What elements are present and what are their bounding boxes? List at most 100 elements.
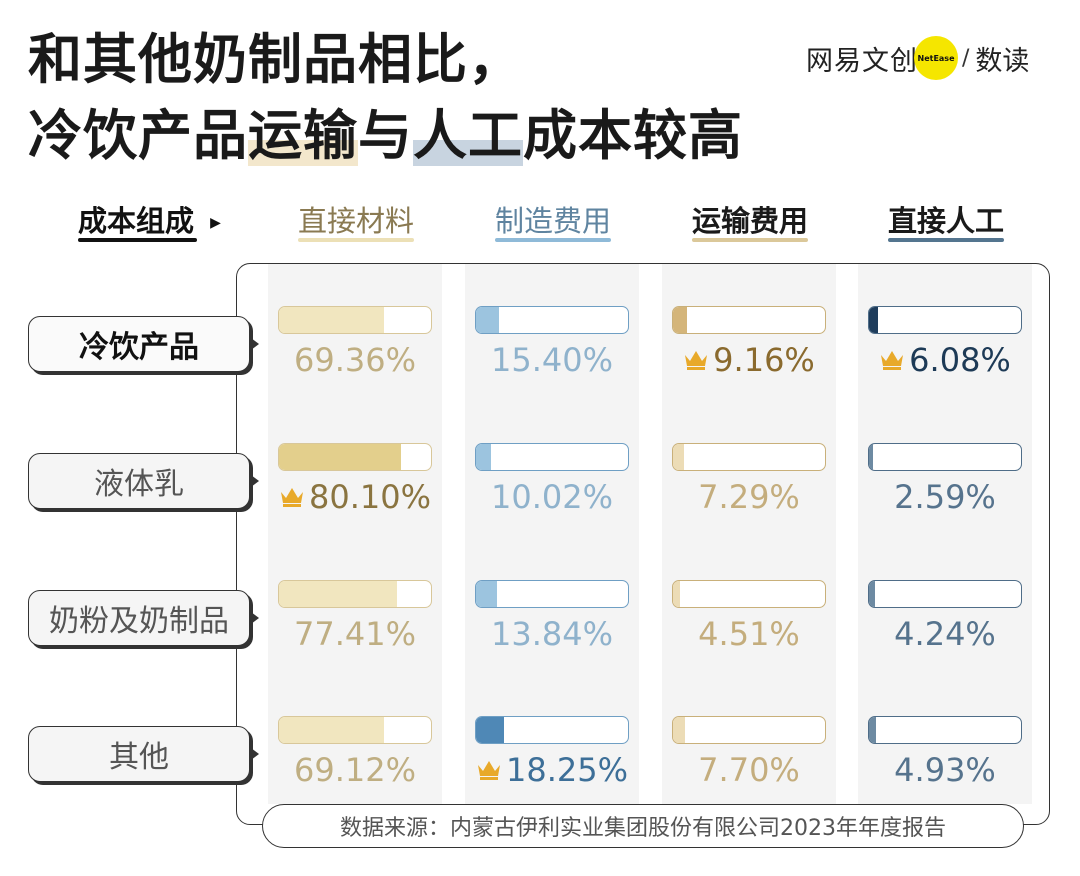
value-text: 2.59%: [894, 478, 996, 516]
value-text: 15.40%: [490, 341, 613, 379]
bar-track: [278, 716, 432, 744]
bar-track: [672, 716, 826, 744]
brand-slash: /: [962, 45, 970, 71]
title-part-1: 运输: [248, 104, 358, 167]
column-header-label: 制造费用: [495, 204, 612, 238]
column-header-label: 直接人工: [888, 204, 1005, 238]
value-label: 10.02%: [465, 477, 639, 517]
column-header-3: 直接人工: [888, 198, 1005, 242]
bar-track: [868, 580, 1022, 608]
bar-track: [868, 306, 1022, 334]
value-label: 13.84%: [465, 614, 639, 654]
value-text: 4.93%: [894, 751, 996, 789]
bar-fill: [673, 581, 680, 607]
value-text: 80.10%: [308, 478, 431, 516]
bar-track: [672, 443, 826, 471]
title-part-4: 成本较高: [523, 104, 743, 167]
corner-label: 成本组成 ▶: [78, 198, 221, 242]
value-label: 18.25%: [465, 750, 639, 790]
column-stripe: [858, 264, 1032, 804]
value-label: 4.51%: [662, 614, 836, 654]
row-pointer-icon: [251, 475, 259, 487]
brand-name: 网易文创: [806, 45, 918, 77]
value-text: 13.84%: [490, 615, 613, 653]
value-label: 69.36%: [268, 340, 442, 380]
bar-fill: [279, 581, 397, 607]
value-label: 2.59%: [858, 477, 1032, 517]
crown-icon: [280, 488, 303, 507]
bar-track: [278, 443, 432, 471]
bar-track: [672, 306, 826, 334]
column-header-1: 制造费用: [495, 198, 612, 242]
value-label: 7.70%: [662, 750, 836, 790]
source-note: 数据来源：内蒙古伊利实业集团股份有限公司2023年年度报告: [262, 804, 1024, 848]
bar-fill: [673, 444, 685, 470]
title-line-2: 冷饮产品运输与人工成本较高: [28, 104, 743, 168]
column-header-0: 直接材料: [298, 198, 415, 242]
brand-badge: NetEase: [914, 36, 958, 80]
value-text: 69.36%: [293, 341, 416, 379]
value-label: 4.24%: [858, 614, 1032, 654]
crown-icon: [685, 351, 708, 370]
column-stripe: [465, 264, 639, 804]
value-text: 4.51%: [698, 615, 800, 653]
bar-fill: [869, 444, 873, 470]
bar-track: [278, 580, 432, 608]
value-text: 69.12%: [293, 751, 416, 789]
row-label: 奶粉及奶制品: [28, 590, 259, 646]
bar-fill: [869, 307, 879, 333]
bar-track: [868, 716, 1022, 744]
value-text: 6.08%: [909, 341, 1011, 379]
crown-icon: [881, 351, 904, 370]
title-part-0: 冷饮产品: [28, 104, 248, 167]
row-pointer-icon: [251, 612, 259, 624]
bar-fill: [673, 717, 685, 743]
title-line-1: 和其他奶制品相比，: [28, 28, 523, 91]
value-label: 6.08%: [858, 340, 1032, 380]
bar-track: [475, 716, 629, 744]
column-header-underline: [888, 238, 1005, 242]
value-text: 7.70%: [698, 751, 800, 789]
value-label: 15.40%: [465, 340, 639, 380]
bar-track: [278, 306, 432, 334]
column-header-2: 运输费用: [692, 198, 809, 242]
bar-track: [475, 306, 629, 334]
bar-fill: [476, 307, 500, 333]
value-label: 77.41%: [268, 614, 442, 654]
column-header-label: 运输费用: [692, 204, 809, 238]
value-label: 9.16%: [662, 340, 836, 380]
column-header-underline: [495, 238, 612, 242]
value-text: 18.25%: [505, 751, 628, 789]
bar-fill: [476, 581, 498, 607]
bar-track: [672, 580, 826, 608]
bar-fill: [869, 581, 876, 607]
value-text: 7.29%: [698, 478, 800, 516]
row-label: 其他: [28, 726, 259, 782]
row-pointer-icon: [251, 338, 259, 350]
bar-fill: [279, 444, 401, 470]
row-label: 液体乳: [28, 453, 259, 509]
value-label: 80.10%: [268, 477, 442, 517]
value-label: 7.29%: [662, 477, 836, 517]
title-part-2: 与: [358, 104, 413, 167]
value-label: 4.93%: [858, 750, 1032, 790]
value-text: 10.02%: [490, 478, 613, 516]
corner-arrow-icon: ▶: [210, 215, 221, 231]
value-text: 4.24%: [894, 615, 996, 653]
bar-fill: [869, 717, 877, 743]
value-text: 9.16%: [713, 341, 815, 379]
row-label-text: 冷饮产品: [79, 330, 199, 365]
row-label-text: 奶粉及奶制品: [49, 604, 229, 639]
bar-fill: [279, 307, 385, 333]
bar-fill: [279, 717, 385, 743]
column-stripe: [662, 264, 836, 804]
bar-fill: [476, 717, 504, 743]
value-label: 69.12%: [268, 750, 442, 790]
corner-label-text: 成本组成: [78, 204, 195, 238]
corner-underline: [78, 238, 197, 242]
title-part-3: 人工: [413, 104, 523, 167]
column-header-label: 直接材料: [298, 204, 415, 238]
bar-track: [475, 580, 629, 608]
bar-fill: [673, 307, 687, 333]
column-stripe: [268, 264, 442, 804]
